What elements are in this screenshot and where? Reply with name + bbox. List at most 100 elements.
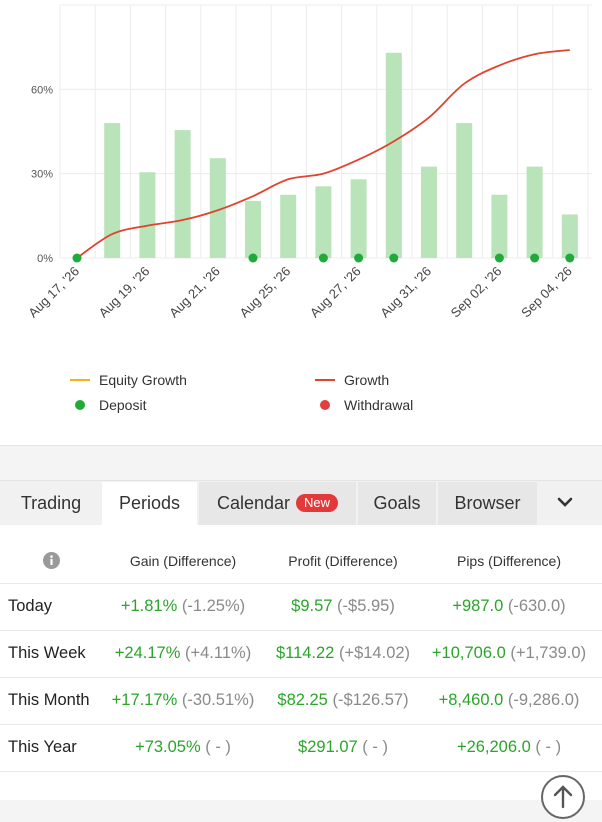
profit-cell: $114.22 (+$14.02) bbox=[262, 644, 424, 663]
x-tick-label: Sep 04, '26 bbox=[518, 264, 575, 321]
pips-value: +987.0 bbox=[452, 597, 504, 615]
growth-swatch bbox=[315, 379, 335, 381]
tab-trading[interactable]: Trading bbox=[0, 482, 102, 525]
legend-label: Withdrawal bbox=[344, 397, 414, 413]
deposit-marker bbox=[389, 253, 399, 263]
table-row: This Week +24.17% (+4.11%) $114.22 (+$14… bbox=[0, 630, 602, 678]
profit-cell: $9.57 (-$5.95) bbox=[262, 597, 424, 616]
gain-value: +73.05% bbox=[135, 738, 201, 756]
growth-chart-card: 0% 30% 60% Aug 17, '26 Aug 19, '26 Aug 21, '2… bbox=[0, 0, 602, 446]
deposit-marker bbox=[72, 253, 82, 263]
bar bbox=[174, 130, 191, 258]
profit-cell: $291.07 ( - ) bbox=[262, 738, 424, 757]
legend-label: Deposit bbox=[99, 397, 147, 413]
gain-value: +24.17% bbox=[114, 644, 181, 662]
bar bbox=[245, 200, 261, 258]
x-tick-label: Aug 27, '26 bbox=[307, 264, 364, 321]
tab-browser[interactable]: Browser bbox=[438, 482, 537, 525]
deposit-marker bbox=[248, 253, 258, 263]
legend-deposit[interactable]: Deposit bbox=[70, 397, 146, 413]
bar bbox=[385, 52, 402, 259]
scroll-to-top-button[interactable] bbox=[541, 775, 585, 819]
pips-cell: +987.0 (-630.0) bbox=[426, 597, 592, 616]
profit-diff: (-$126.57) bbox=[332, 691, 409, 709]
profit-header: Profit (Difference) bbox=[288, 553, 398, 569]
tab-calendar[interactable]: Calendar New bbox=[199, 482, 356, 525]
pips-diff: (-630.0) bbox=[507, 597, 566, 615]
x-tick-label: Aug 17, '26 bbox=[25, 264, 82, 321]
pips-diff: (-9,286.0) bbox=[507, 691, 580, 709]
legend-withdrawal[interactable]: Withdrawal bbox=[315, 397, 413, 413]
gain-value: +1.81% bbox=[120, 597, 178, 615]
y-tick-label: 0% bbox=[37, 253, 53, 265]
deposit-marker bbox=[565, 253, 575, 263]
pips-cell: +26,206.0 ( - ) bbox=[426, 738, 592, 757]
new-badge: New bbox=[296, 494, 339, 512]
table-row: This Month +17.17% (-30.51%) $82.25 (-$1… bbox=[0, 677, 602, 725]
gain-diff: (-30.51%) bbox=[181, 691, 255, 709]
x-tick-label: Aug 31, '26 bbox=[377, 264, 434, 321]
gain-cell: +17.17% (-30.51%) bbox=[103, 691, 263, 710]
arrow-up-circle-icon bbox=[553, 785, 573, 809]
table-bottom-border bbox=[0, 771, 602, 801]
legend-equity-growth[interactable]: Equity Growth bbox=[70, 372, 187, 388]
profit-value: $82.25 bbox=[277, 691, 328, 709]
growth-chart: 0% 30% 60% Aug 17, '26 Aug 19, '26 Aug 21, '2… bbox=[25, 4, 592, 321]
deposit-marker bbox=[530, 253, 540, 263]
pips-header: Pips (Difference) bbox=[456, 553, 561, 569]
gain-diff: ( - ) bbox=[205, 738, 231, 756]
y-tick-label: 60% bbox=[31, 84, 53, 96]
tab-label: Periods bbox=[118, 493, 181, 513]
equity-growth-swatch bbox=[70, 379, 90, 381]
profit-diff: (+$14.02) bbox=[338, 644, 411, 662]
tab-periods[interactable]: Periods bbox=[102, 482, 197, 525]
bar bbox=[456, 123, 473, 258]
profit-diff: ( - ) bbox=[362, 738, 388, 756]
bar bbox=[139, 172, 156, 258]
y-tick-label: 30% bbox=[31, 169, 53, 181]
tab-bar: Trading Periods Calendar New Goals Browse… bbox=[0, 480, 602, 525]
bar bbox=[561, 214, 578, 258]
legend-label: Equity Growth bbox=[99, 372, 187, 388]
profit-value: $9.57 bbox=[291, 597, 333, 615]
deposit-swatch bbox=[75, 400, 85, 410]
legend-growth[interactable]: Growth bbox=[315, 372, 389, 388]
bar bbox=[350, 179, 367, 258]
bar bbox=[421, 166, 437, 258]
growth-line bbox=[76, 49, 570, 259]
period-label: Today bbox=[8, 597, 53, 615]
info-icon[interactable] bbox=[43, 552, 60, 569]
pips-value: +8,460.0 bbox=[438, 691, 504, 709]
pips-diff: (+1,739.0) bbox=[510, 644, 587, 662]
chevron-down-icon[interactable] bbox=[553, 493, 577, 513]
pips-value: +10,706.0 bbox=[431, 644, 506, 662]
profit-diff: (-$5.95) bbox=[337, 597, 395, 615]
legend-label: Growth bbox=[344, 372, 390, 388]
bar bbox=[491, 194, 508, 258]
gain-diff: (+4.11%) bbox=[185, 644, 252, 662]
period-label: This Week bbox=[8, 644, 86, 662]
deposit-marker bbox=[318, 253, 328, 263]
x-tick-label: Aug 21, '26 bbox=[166, 264, 223, 321]
bar bbox=[526, 166, 543, 258]
tab-goals[interactable]: Goals bbox=[358, 482, 436, 525]
tab-label: Browser bbox=[454, 493, 521, 513]
pips-value: +26,206.0 bbox=[456, 738, 531, 756]
table-header: Gain (Difference) Profit (Difference) Pi… bbox=[0, 525, 602, 583]
pips-diff: ( - ) bbox=[535, 738, 562, 756]
gain-cell: +1.81% (-1.25%) bbox=[103, 597, 263, 616]
gain-value: +17.17% bbox=[111, 691, 178, 709]
bar bbox=[315, 186, 332, 258]
period-label: This Year bbox=[8, 738, 77, 756]
pips-cell: +8,460.0 (-9,286.0) bbox=[426, 691, 592, 710]
deposit-marker bbox=[494, 253, 504, 263]
x-tick-label: Sep 02, '26 bbox=[448, 264, 505, 321]
table-row: Today +1.81% (-1.25%) $9.57 (-$5.95) +98… bbox=[0, 583, 602, 631]
profit-value: $114.22 bbox=[275, 644, 335, 662]
x-tick-label: Aug 19, '26 bbox=[96, 264, 153, 321]
gain-diff: (-1.25%) bbox=[181, 597, 246, 615]
profit-cell: $82.25 (-$126.57) bbox=[262, 691, 424, 710]
bar bbox=[104, 123, 121, 258]
profit-value: $291.07 bbox=[298, 738, 358, 756]
deposit-marker bbox=[354, 253, 364, 263]
